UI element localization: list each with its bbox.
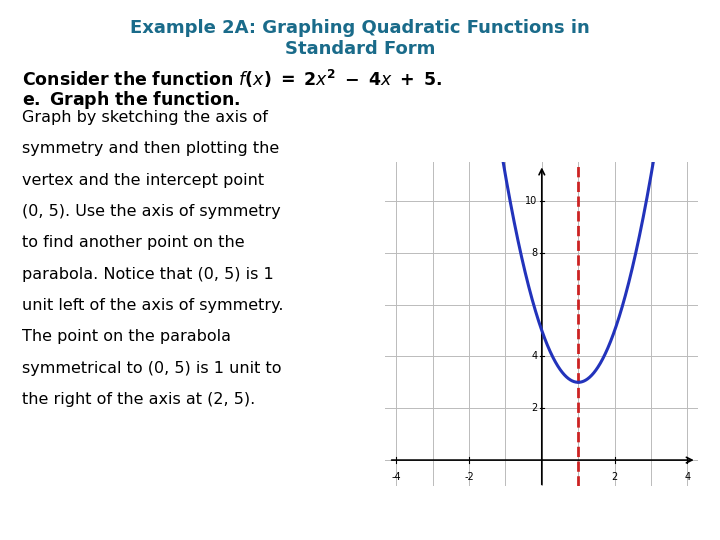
Text: to find another point on the: to find another point on the	[22, 235, 244, 251]
Text: 10: 10	[525, 196, 537, 206]
Text: -4: -4	[391, 472, 401, 482]
Text: 2: 2	[611, 472, 618, 482]
Text: Standard Form: Standard Form	[285, 40, 435, 58]
Text: Graph by sketching the axis of: Graph by sketching the axis of	[22, 110, 267, 125]
Text: symmetry and then plotting the: symmetry and then plotting the	[22, 141, 279, 157]
Text: $\bf{e.\ Graph\ the\ function.}$: $\bf{e.\ Graph\ the\ function.}$	[22, 89, 240, 111]
Text: 8: 8	[531, 248, 537, 258]
Text: unit left of the axis of symmetry.: unit left of the axis of symmetry.	[22, 298, 283, 313]
Text: parabola. Notice that (0, 5) is 1: parabola. Notice that (0, 5) is 1	[22, 267, 274, 282]
Text: 2: 2	[531, 403, 537, 413]
Text: The point on the parabola: The point on the parabola	[22, 329, 230, 345]
Text: -2: -2	[464, 472, 474, 482]
Text: Example 2A: Graphing Quadratic Functions in: Example 2A: Graphing Quadratic Functions…	[130, 19, 590, 37]
Text: symmetrical to (0, 5) is 1 unit to: symmetrical to (0, 5) is 1 unit to	[22, 361, 281, 376]
Text: the right of the axis at (2, 5).: the right of the axis at (2, 5).	[22, 392, 255, 407]
Text: $\bf{Consider\ the\ function\ }$$\bf{\mathit{f}(\mathit{x})\ =\ 2\mathit{x}^2\ -: $\bf{Consider\ the\ function\ }$$\bf{\ma…	[22, 68, 442, 90]
Text: 4: 4	[685, 472, 690, 482]
Text: vertex and the intercept point: vertex and the intercept point	[22, 173, 264, 188]
Text: (0, 5). Use the axis of symmetry: (0, 5). Use the axis of symmetry	[22, 204, 280, 219]
Text: 4: 4	[531, 352, 537, 361]
